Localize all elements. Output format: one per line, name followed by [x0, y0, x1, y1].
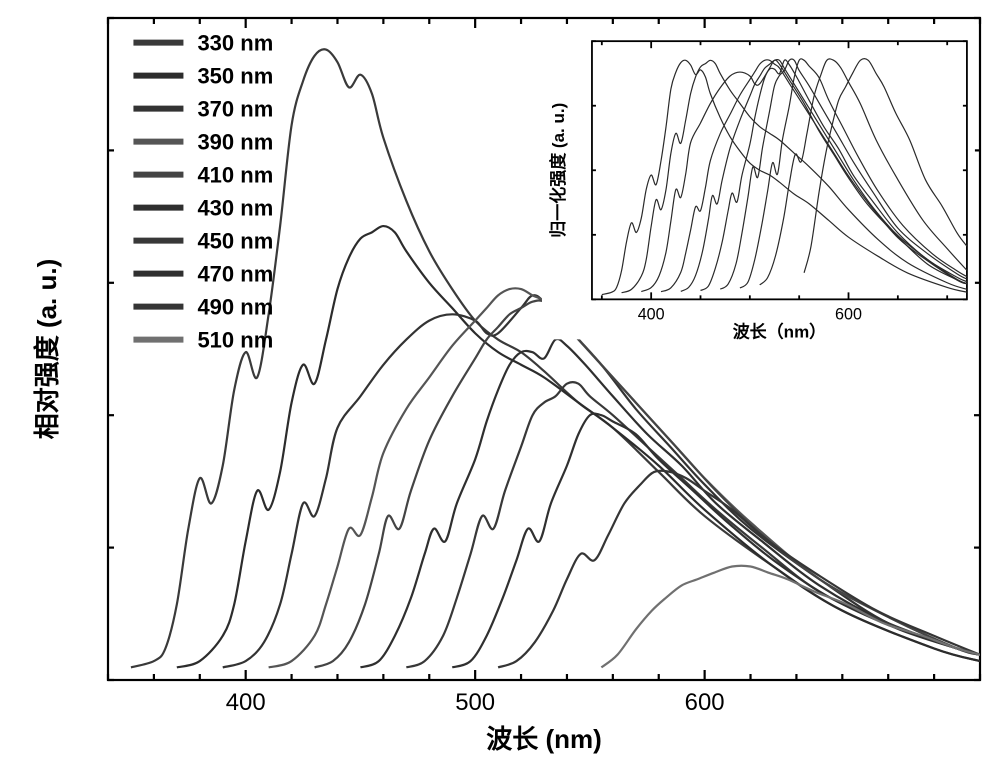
y-axis-label: 相对强度 (a. u.) [32, 259, 62, 440]
inset-x-label: 波长（nm） [733, 321, 827, 341]
xtick-label: 600 [685, 689, 725, 716]
inset-xtick-label: 400 [638, 305, 665, 323]
legend-label: 350 nm [197, 63, 273, 88]
xtick-label: 500 [455, 689, 495, 716]
x-axis-label: 波长 (nm) [486, 724, 602, 754]
legend-label: 370 nm [197, 96, 273, 121]
legend-label: 450 nm [197, 228, 273, 253]
legend-label: 430 nm [197, 195, 273, 220]
legend-label: 410 nm [197, 162, 273, 187]
spectra-figure: 400 500 600 波长 (nm) 相对强度 (a. u.) 330 nm 350 nm… [0, 0, 1000, 761]
xtick-label: 400 [226, 689, 266, 716]
inset-xtick-label: 600 [835, 305, 862, 323]
inset-y-label: 归一化强度 (a. u.) [548, 103, 568, 238]
legend-label: 510 nm [197, 327, 273, 352]
legend-label: 470 nm [197, 261, 273, 286]
legend-label: 390 nm [197, 129, 273, 154]
figure-container: 400 500 600 波长 (nm) 相对强度 (a. u.) 330 nm 350 nm… [0, 0, 1000, 761]
legend-label: 490 nm [197, 294, 273, 319]
legend-label: 330 nm [197, 30, 273, 55]
